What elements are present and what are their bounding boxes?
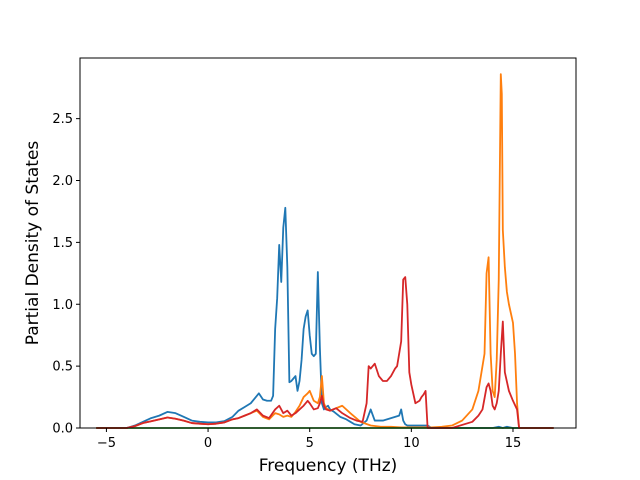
y-tick-label: 0.5 (52, 360, 73, 375)
plot-frame (79, 57, 577, 429)
x-tick-label: 15 (505, 436, 522, 451)
x-axis: −5 0 5 10 15 (97, 428, 521, 451)
y-tick-label: 2.5 (52, 112, 73, 127)
y-tick-label: 0.0 (52, 422, 73, 437)
y-axis-title: Partial Density of States (23, 141, 43, 346)
y-tick-label: 1.0 (52, 298, 73, 313)
x-axis-title: Frequency (THz) (259, 456, 398, 476)
series-line-4 (96, 276, 554, 429)
y-axis: 0.0 0.5 1.0 1.5 2.0 2.5 (52, 112, 80, 437)
x-tick-label: 0 (204, 436, 212, 451)
x-tick-label: −5 (97, 436, 116, 451)
y-tick-label: 1.5 (52, 236, 73, 251)
x-tick-label: 10 (403, 436, 420, 451)
series-line-1 (96, 206, 554, 429)
x-tick-label: 5 (306, 436, 314, 451)
y-tick-label: 2.0 (52, 174, 73, 189)
